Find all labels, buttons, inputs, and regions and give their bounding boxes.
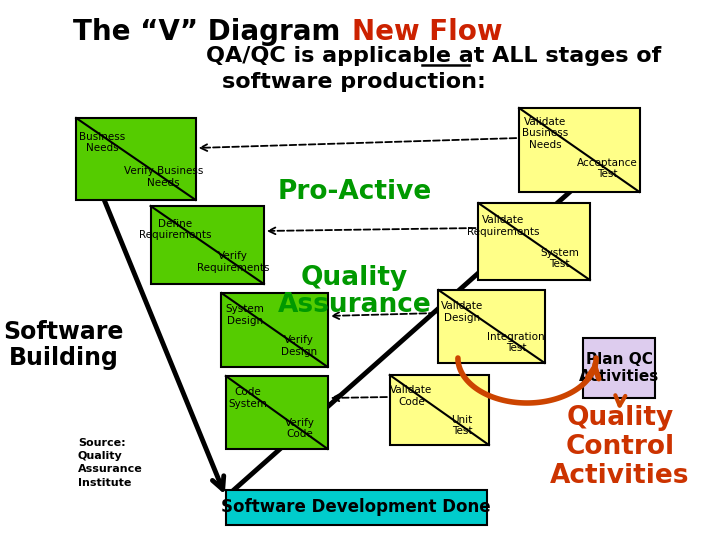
Text: Quality: Quality [301, 265, 408, 291]
Text: Control: Control [565, 434, 675, 460]
Text: Business
Needs: Business Needs [79, 132, 125, 153]
Text: QA/QC is applicable at ALL stages of: QA/QC is applicable at ALL stages of [207, 46, 662, 66]
Text: System
Test: System Test [540, 248, 579, 269]
Text: Verify
Requirements: Verify Requirements [197, 251, 269, 273]
Text: Validate
Business
Needs: Validate Business Needs [523, 117, 569, 150]
Text: System
Design: System Design [225, 305, 264, 326]
Polygon shape [226, 376, 328, 449]
Text: Plan QC
Activities: Plan QC Activities [579, 352, 660, 384]
Polygon shape [226, 490, 487, 525]
Text: Software: Software [4, 320, 124, 344]
Text: Validate
Code: Validate Code [390, 385, 433, 407]
Polygon shape [390, 375, 489, 445]
Polygon shape [438, 290, 545, 363]
Text: Acceptance
Test: Acceptance Test [577, 158, 637, 179]
Text: Building: Building [9, 346, 119, 370]
Text: Unit
Test: Unit Test [451, 415, 473, 436]
Text: software production:: software production: [222, 72, 486, 92]
Text: Define
Requirements: Define Requirements [139, 219, 212, 240]
Polygon shape [150, 206, 264, 284]
Polygon shape [582, 338, 655, 398]
Text: Verify
Design: Verify Design [281, 335, 317, 357]
Polygon shape [76, 118, 196, 200]
Text: Assurance: Assurance [277, 292, 431, 318]
Polygon shape [478, 203, 590, 280]
Text: Code
System: Code System [229, 387, 268, 409]
Text: Quality: Quality [567, 405, 674, 431]
Polygon shape [222, 293, 328, 367]
Text: Validate
Requirements: Validate Requirements [467, 215, 539, 237]
Text: Verify Business
Needs: Verify Business Needs [124, 166, 203, 188]
Text: Validate
Design: Validate Design [441, 301, 483, 323]
Text: Activities: Activities [550, 463, 690, 489]
Text: Integration
Test: Integration Test [487, 332, 545, 353]
Polygon shape [519, 108, 639, 192]
Text: The “V” Diagram: The “V” Diagram [73, 18, 350, 46]
Text: Verify
Code: Verify Code [285, 418, 315, 440]
Text: Pro-Active: Pro-Active [277, 179, 431, 205]
Text: New Flow: New Flow [351, 18, 502, 46]
Text: Source:
Quality
Assurance
Institute: Source: Quality Assurance Institute [78, 438, 143, 488]
Text: Software Development Done: Software Development Done [221, 498, 491, 516]
